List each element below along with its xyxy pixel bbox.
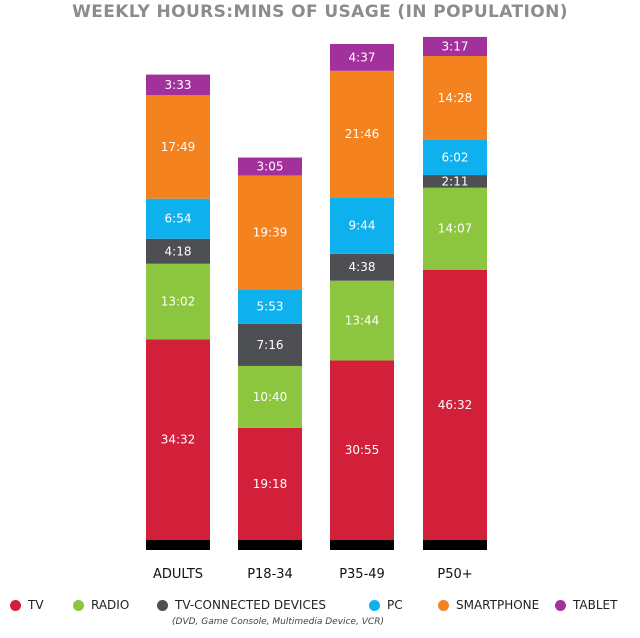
data-label-pc-p50: 6:02: [442, 151, 469, 165]
data-label-tv-connected-devices-adults: 4:18: [165, 244, 192, 258]
legend-item-tv: TV: [10, 598, 44, 612]
bar-segment-pc-p50: [423, 140, 487, 176]
bar-segment-radio-p35-49: [330, 280, 394, 361]
legend-item-smartphone: SMARTPHONE: [438, 598, 539, 612]
data-label-radio-p35-49: 13:44: [345, 314, 380, 328]
data-label-tv-p35-49: 30:55: [345, 443, 380, 457]
bar-segment-radio-adults: [146, 263, 210, 340]
chart-title: WEEKLY HOURS:MINS OF USAGE (IN POPULATIO…: [72, 2, 568, 22]
data-label-radio-p18-34: 10:40: [253, 390, 288, 404]
bar-base-p50: [423, 540, 487, 550]
bar-segment-tablet-p35-49: [330, 44, 394, 71]
data-label-smartphone-p18-34: 19:39: [253, 226, 288, 240]
legend-item-radio: RADIO: [73, 598, 129, 612]
data-label-tv-connected-devices-p35-49: 4:38: [349, 260, 376, 274]
bar-segment-smartphone-p50: [423, 56, 487, 141]
bar-segment-smartphone-p35-49: [330, 70, 394, 198]
legend-item-pc: PC: [369, 598, 403, 612]
legend-item-tablet: TABLET: [555, 598, 617, 612]
legend-label-smartphone: SMARTPHONE: [456, 598, 540, 612]
data-label-smartphone-adults: 17:49: [161, 140, 196, 154]
bars-group: 34:32 13:02 4:18 6:54 17:49 3:33 19:18 10:40 7:1…: [146, 36, 487, 550]
legend-item-tv-connected-devices: TV-CONNECTED DEVICES: [157, 598, 326, 612]
legend-swatch-tv-connected-devices: [157, 599, 168, 611]
bar-segment-tablet-p18-34: [238, 157, 302, 176]
bar-base-p18-34: [238, 540, 302, 550]
bar-segment-tv-connected-devices-p50: [423, 175, 487, 188]
bar-base-adults: [146, 540, 210, 550]
stacked-bar-chart: 34:32 13:02 4:18 6:54 17:49 3:33 19:18 10:40 7:1…: [146, 36, 487, 582]
x-axis-labels: ADULTS P18-34 P35-49 P50+: [153, 567, 473, 582]
data-label-radio-p50: 14:07: [438, 222, 473, 236]
bar-segment-tv-connected-devices-adults: [146, 238, 210, 264]
data-label-pc-p35-49: 9:44: [349, 219, 376, 233]
bar-segment-pc-p18-34: [238, 289, 302, 324]
bar-segment-tv-p35-49: [330, 360, 394, 540]
data-label-tv-p50: 46:32: [438, 398, 473, 412]
bar-segment-smartphone-p18-34: [238, 175, 302, 290]
x-tick-label-adults: ADULTS: [153, 567, 203, 582]
data-label-pc-adults: 6:54: [165, 212, 192, 226]
data-label-pc-p18-34: 5:53: [257, 300, 284, 314]
legend-label-tv: TV: [28, 598, 44, 612]
bar-segment-tv-adults: [146, 339, 210, 540]
legend-label-tv-connected-devices: TV-CONNECTED DEVICES: [175, 598, 327, 612]
bar-segment-radio-p50: [423, 187, 487, 270]
data-label-tablet-p18-34: 3:05: [257, 160, 284, 174]
bar-segment-tv-p50: [423, 269, 487, 540]
data-label-smartphone-p35-49: 21:46: [345, 127, 380, 141]
x-tick-label-p35-49: P35-49: [339, 567, 385, 582]
data-label-tv-connected-devices-p18-34: 7:16: [257, 338, 284, 352]
bar-segment-tablet-adults: [146, 74, 210, 96]
x-tick-label-p18-34: P18-34: [247, 567, 293, 582]
bar-segment-tablet-p50: [423, 36, 487, 56]
legend-label-tablet: TABLET: [573, 598, 618, 612]
bar-segment-pc-adults: [146, 198, 210, 239]
bar-base-p35-49: [330, 540, 394, 550]
bar-segment-tv-connected-devices-p18-34: [238, 323, 302, 366]
data-label-tablet-adults: 3:33: [165, 78, 192, 92]
bar-segment-smartphone-adults: [146, 95, 210, 199]
data-label-tv-p18-34: 19:18: [253, 477, 288, 491]
legend-note: (DVD, Game Console, Multimedia Device, V…: [172, 617, 384, 627]
data-label-smartphone-p50: 14:28: [438, 91, 473, 105]
bar-segment-tv-p18-34: [238, 427, 302, 540]
data-label-radio-adults: 13:02: [161, 295, 196, 309]
legend-swatch-pc: [369, 599, 380, 611]
data-label-tv-adults: 34:32: [161, 433, 196, 447]
legend-swatch-tv: [10, 599, 21, 611]
legend-swatch-radio: [73, 599, 84, 611]
data-label-tablet-p50: 3:17: [442, 39, 469, 53]
legend-swatch-smartphone: [438, 599, 449, 611]
legend-swatch-tablet: [555, 599, 566, 611]
data-label-tv-connected-devices-p50: 2:11: [442, 174, 469, 188]
data-label-tablet-p35-49: 4:37: [349, 50, 376, 64]
bar-segment-pc-p35-49: [330, 197, 394, 254]
bar-segment-tv-connected-devices-p35-49: [330, 253, 394, 281]
legend-label-radio: RADIO: [91, 598, 130, 612]
bar-segment-radio-p18-34: [238, 365, 302, 428]
legend-label-pc: PC: [387, 598, 403, 612]
x-tick-label-p50: P50+: [437, 567, 472, 582]
legend: TV RADIO TV-CONNECTED DEVICES PC SMARTPH…: [0, 598, 640, 638]
